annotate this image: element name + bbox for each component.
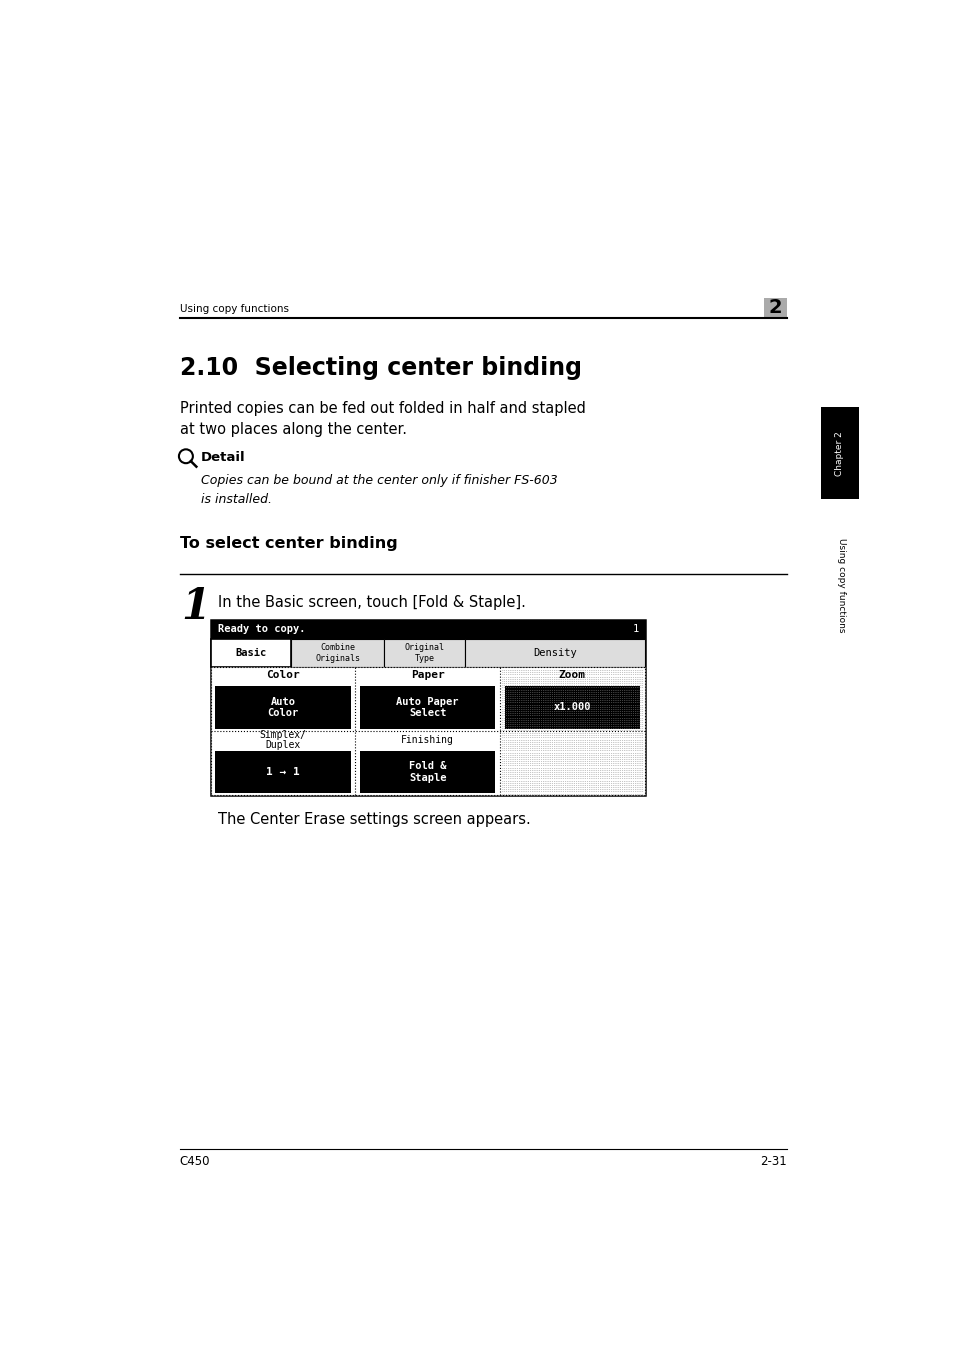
- Text: Original
Type: Original Type: [404, 643, 444, 663]
- Text: Density: Density: [532, 648, 576, 658]
- Text: Basic: Basic: [235, 648, 266, 658]
- Text: 1 → 1: 1 → 1: [266, 767, 299, 777]
- Text: Copies can be bound at the center only if finisher FS-603: Copies can be bound at the center only i…: [200, 474, 557, 486]
- Text: x1.000: x1.000: [553, 703, 591, 712]
- Text: is installed.: is installed.: [200, 493, 272, 507]
- Bar: [211, 639, 291, 667]
- Text: Fold &
Staple: Fold & Staple: [409, 761, 446, 782]
- Text: Paper: Paper: [411, 670, 444, 681]
- Text: 2.10  Selecting center binding: 2.10 Selecting center binding: [179, 357, 581, 380]
- Bar: [359, 751, 495, 793]
- Bar: [763, 297, 786, 317]
- Text: Combine
Originals: Combine Originals: [314, 643, 360, 663]
- Bar: [821, 407, 858, 500]
- Text: Detail: Detail: [200, 451, 245, 463]
- Text: Color: Color: [266, 670, 299, 681]
- Bar: [504, 686, 639, 730]
- Bar: [464, 639, 644, 667]
- Bar: [215, 751, 351, 793]
- Text: Printed copies can be fed out folded in half and stapled: Printed copies can be fed out folded in …: [179, 401, 585, 416]
- Text: Simplex/
Duplex: Simplex/ Duplex: [259, 730, 306, 750]
- Bar: [211, 620, 644, 794]
- Text: at two places along the center.: at two places along the center.: [179, 423, 406, 438]
- Text: Using copy functions: Using copy functions: [836, 538, 845, 632]
- Bar: [384, 639, 464, 667]
- Bar: [215, 686, 351, 730]
- Text: 2-31: 2-31: [760, 1155, 786, 1169]
- Text: C450: C450: [179, 1155, 210, 1169]
- Text: Auto
Color: Auto Color: [267, 697, 298, 719]
- Text: To select center binding: To select center binding: [179, 535, 397, 551]
- Text: 1: 1: [632, 624, 638, 635]
- Text: In the Basic screen, touch [Fold & Staple].: In the Basic screen, touch [Fold & Stapl…: [218, 594, 526, 609]
- Text: Finishing: Finishing: [401, 735, 454, 744]
- Text: Ready to copy.: Ready to copy.: [218, 624, 306, 635]
- Text: 1: 1: [181, 585, 210, 628]
- Text: 2: 2: [768, 299, 781, 317]
- Text: Using copy functions: Using copy functions: [179, 304, 289, 313]
- Bar: [211, 620, 644, 639]
- Text: Chapter 2: Chapter 2: [835, 431, 843, 476]
- Text: The Center Erase settings screen appears.: The Center Erase settings screen appears…: [218, 812, 531, 827]
- Text: Zoom: Zoom: [558, 670, 585, 681]
- Bar: [359, 686, 495, 730]
- Bar: [211, 667, 644, 794]
- Bar: [291, 639, 384, 667]
- Text: Auto Paper
Select: Auto Paper Select: [396, 697, 458, 719]
